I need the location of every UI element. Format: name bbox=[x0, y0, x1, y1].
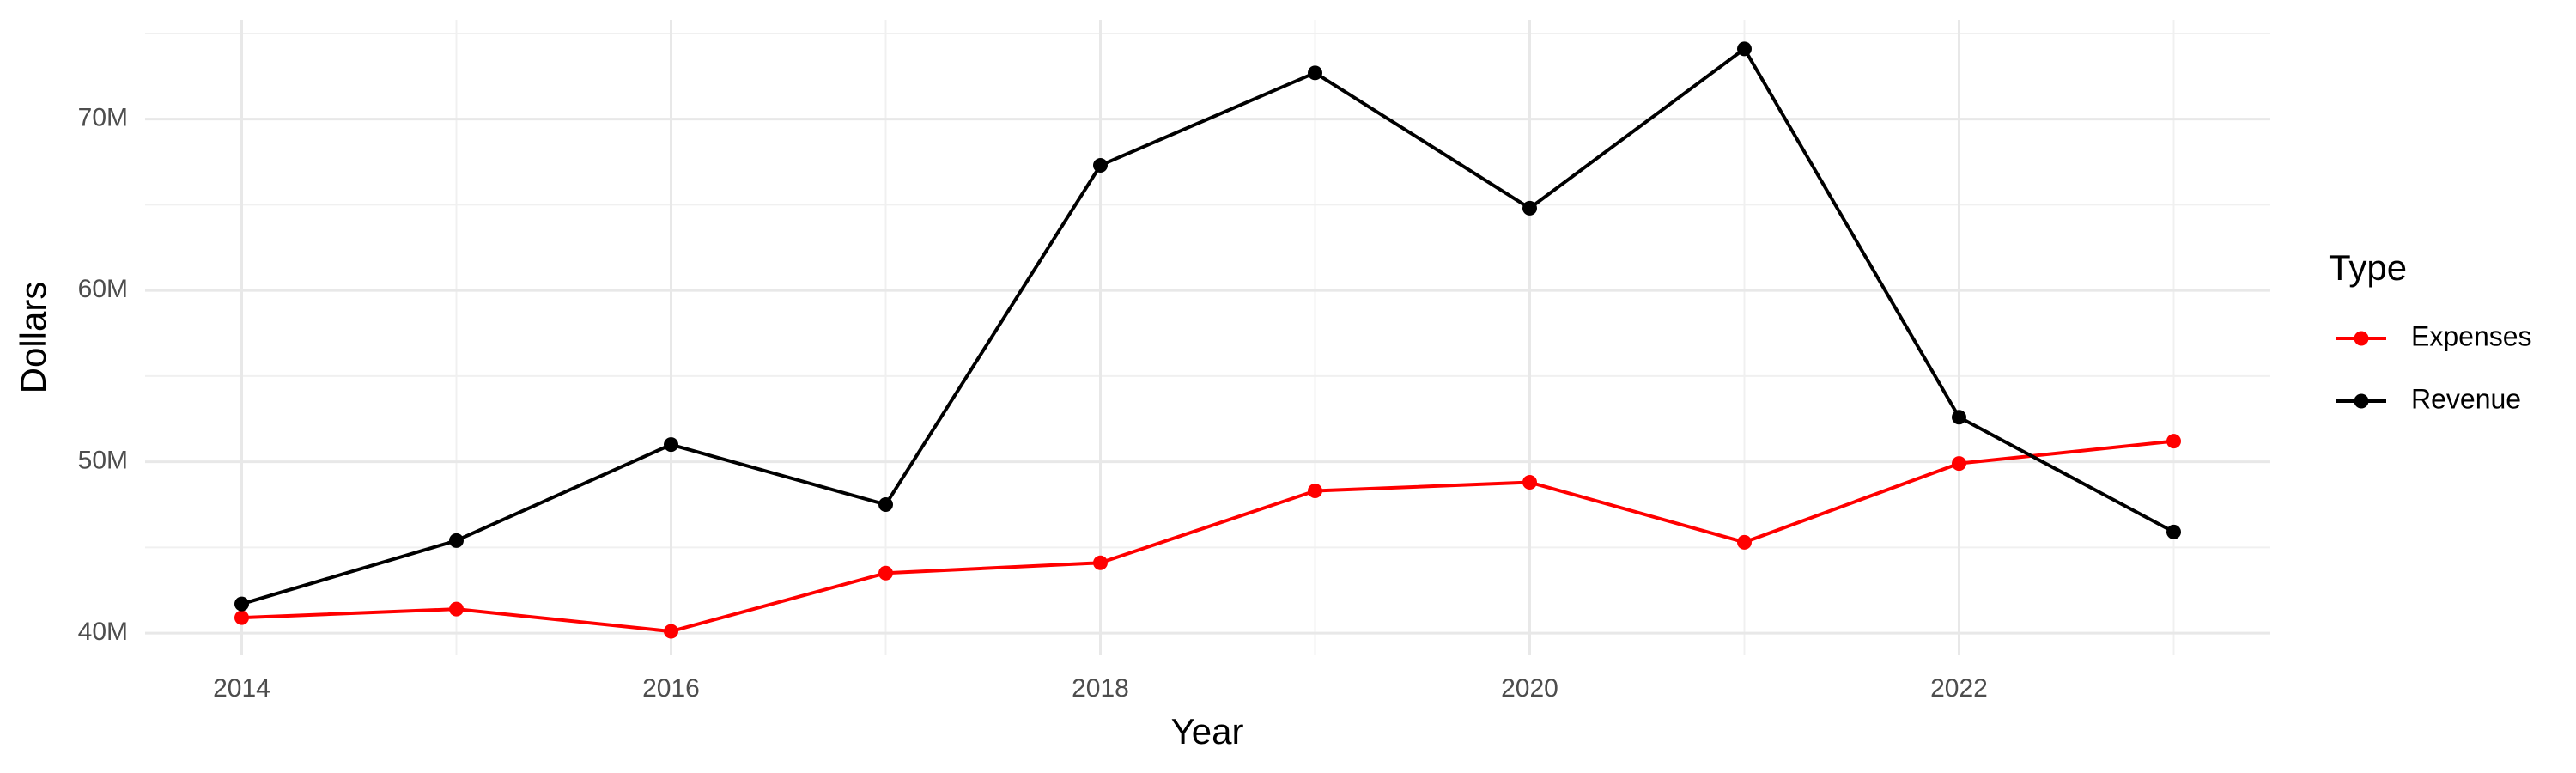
legend-key-point bbox=[2354, 331, 2369, 346]
data-point bbox=[1093, 555, 1108, 570]
x-axis-title: Year bbox=[1171, 711, 1244, 752]
data-point bbox=[1737, 534, 1752, 550]
data-point bbox=[1522, 475, 1537, 490]
data-point bbox=[234, 610, 249, 625]
series-line bbox=[241, 439, 2174, 634]
data-point bbox=[664, 624, 678, 639]
data-point bbox=[1737, 41, 1752, 57]
data-point bbox=[1308, 65, 1322, 81]
legend-label: Expenses bbox=[2411, 320, 2532, 351]
data-point bbox=[1952, 410, 1966, 425]
data-point bbox=[234, 596, 249, 612]
data-point bbox=[664, 437, 678, 453]
data-point bbox=[1522, 200, 1537, 216]
y-tick-label: 40M bbox=[78, 618, 128, 646]
x-tick-label: 2020 bbox=[1501, 674, 1558, 703]
y-axis-title: Dollars bbox=[13, 282, 53, 394]
series-line bbox=[240, 46, 2175, 606]
data-point bbox=[878, 565, 893, 581]
data-point bbox=[449, 533, 464, 548]
y-tick-label: 50M bbox=[78, 447, 128, 475]
data-point bbox=[1952, 456, 1966, 472]
data-point bbox=[878, 496, 893, 512]
data-point bbox=[1308, 484, 1322, 499]
y-tick-label: 60M bbox=[78, 275, 128, 303]
data-point bbox=[2166, 524, 2181, 539]
legend-label: Revenue bbox=[2411, 383, 2521, 414]
data-point bbox=[1093, 158, 1108, 173]
x-tick-label: 2014 bbox=[213, 674, 270, 703]
data-point bbox=[449, 601, 464, 617]
y-tick-label: 70M bbox=[78, 104, 128, 132]
legend-title: Type bbox=[2329, 247, 2407, 288]
x-tick-label: 2018 bbox=[1072, 674, 1129, 703]
legend-key-point bbox=[2354, 393, 2369, 409]
data-point bbox=[2166, 434, 2181, 449]
x-tick-label: 2022 bbox=[1930, 674, 1988, 703]
x-tick-label: 2016 bbox=[642, 674, 700, 703]
